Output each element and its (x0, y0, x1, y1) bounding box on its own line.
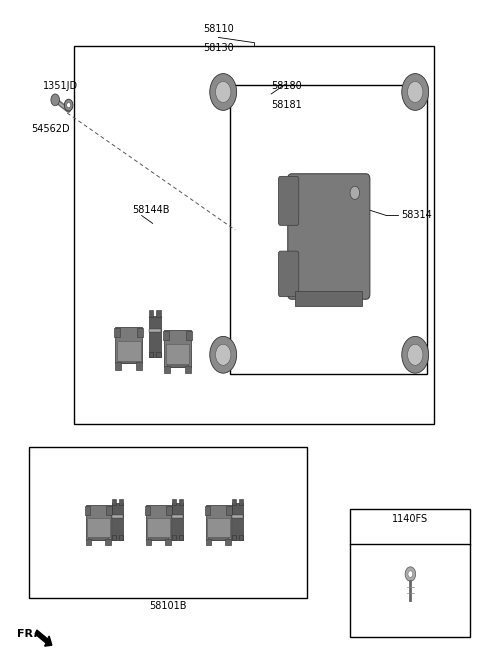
Bar (206, 539, 211, 545)
FancyBboxPatch shape (288, 174, 370, 300)
Bar (118, 357, 139, 363)
Circle shape (210, 336, 237, 373)
Text: 1140FS: 1140FS (392, 514, 429, 524)
Bar (208, 533, 228, 539)
Circle shape (408, 344, 423, 365)
Bar (166, 344, 190, 364)
Bar (164, 330, 191, 367)
Bar (232, 503, 243, 540)
Circle shape (402, 336, 429, 373)
Bar (84, 506, 90, 515)
Bar (86, 539, 91, 545)
Circle shape (408, 571, 413, 578)
Bar (74, 46, 434, 424)
Bar (119, 499, 123, 505)
Bar (119, 535, 123, 540)
FancyBboxPatch shape (278, 251, 299, 297)
Bar (156, 352, 160, 357)
Bar (87, 518, 109, 537)
Circle shape (51, 94, 60, 106)
Circle shape (216, 344, 231, 365)
Bar (204, 506, 210, 515)
Text: 1351JD: 1351JD (43, 81, 78, 91)
Bar (207, 518, 229, 537)
Bar (149, 329, 160, 332)
Bar (117, 341, 141, 361)
Bar (172, 503, 183, 540)
Bar (116, 362, 121, 370)
Bar (227, 506, 232, 515)
Bar (112, 535, 116, 540)
Bar (149, 311, 153, 317)
Bar (146, 539, 151, 545)
Text: 58101B: 58101B (149, 601, 187, 611)
Bar (114, 328, 120, 337)
Bar (167, 360, 188, 367)
Bar (226, 539, 231, 545)
Bar (350, 509, 470, 637)
Text: 58314: 58314 (401, 210, 432, 221)
Bar (29, 447, 307, 598)
Bar (86, 505, 111, 539)
Bar (146, 505, 171, 539)
Text: 58181: 58181 (271, 100, 302, 110)
Bar (136, 362, 142, 370)
Bar (167, 506, 172, 515)
Circle shape (402, 74, 429, 110)
Circle shape (405, 567, 416, 581)
Circle shape (64, 99, 73, 111)
Bar (148, 533, 168, 539)
Bar (179, 499, 183, 505)
Circle shape (350, 187, 360, 200)
Bar (112, 503, 123, 540)
Bar (230, 85, 427, 374)
FancyBboxPatch shape (278, 177, 299, 225)
Text: 58130: 58130 (203, 43, 234, 53)
Bar (186, 331, 192, 340)
Text: 54562D: 54562D (31, 124, 70, 133)
Bar (149, 352, 153, 357)
Bar (164, 365, 170, 373)
Bar (88, 533, 108, 539)
Bar (156, 311, 160, 317)
Text: 58110: 58110 (203, 24, 234, 34)
Bar (239, 535, 243, 540)
Circle shape (67, 102, 71, 108)
Bar (107, 506, 112, 515)
Bar (106, 539, 111, 545)
Bar (147, 518, 169, 537)
Bar (185, 365, 191, 373)
Circle shape (408, 81, 423, 102)
Bar (112, 515, 123, 518)
Bar (137, 328, 143, 337)
FancyArrow shape (35, 630, 52, 646)
Bar (295, 292, 362, 306)
Bar (172, 515, 183, 518)
Bar (206, 505, 231, 539)
Bar (232, 499, 236, 505)
Bar (149, 315, 160, 357)
Bar (239, 499, 243, 505)
Bar (232, 535, 236, 540)
Bar (112, 499, 116, 505)
Text: 58144B: 58144B (132, 206, 169, 215)
Bar (116, 327, 142, 363)
Circle shape (210, 74, 237, 110)
Bar (166, 539, 171, 545)
Bar (179, 535, 183, 540)
Bar (163, 331, 169, 340)
Text: 58180: 58180 (271, 81, 302, 91)
Bar (144, 506, 150, 515)
Bar (172, 499, 176, 505)
Bar (232, 515, 243, 518)
Text: FR.: FR. (17, 629, 37, 639)
Circle shape (216, 81, 231, 102)
Bar (172, 535, 176, 540)
